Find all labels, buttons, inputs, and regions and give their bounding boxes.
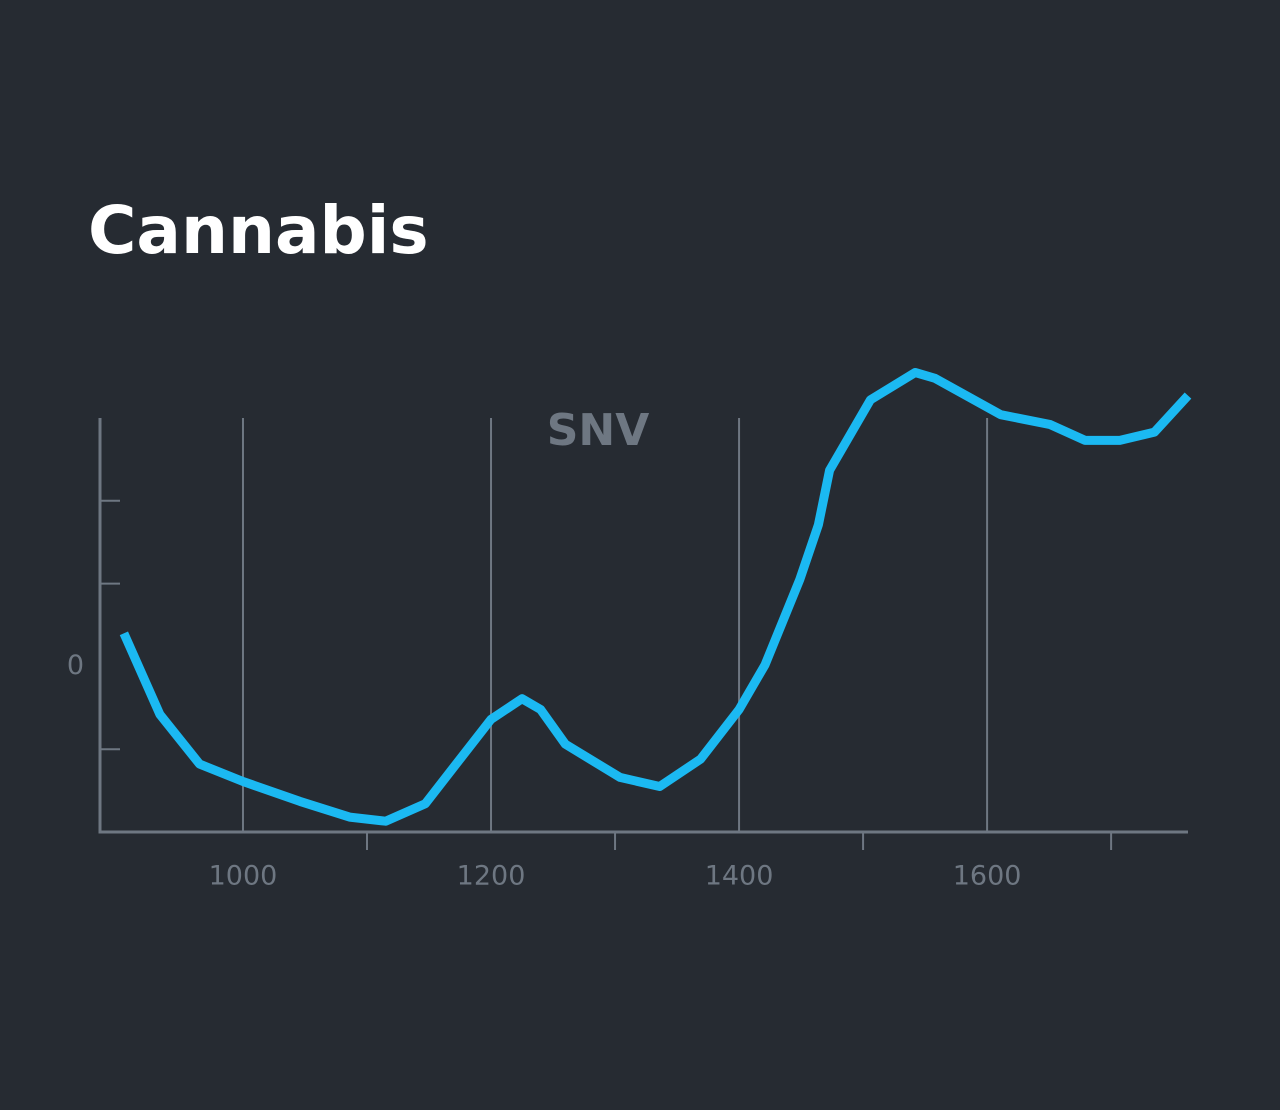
chart-title: Cannabis (88, 192, 429, 269)
y-tick-label: 0 (67, 650, 84, 681)
x-tick-label: 1200 (457, 861, 526, 892)
chart-label: SNV (547, 405, 650, 456)
x-tick-label: 1400 (705, 861, 774, 892)
x-tick-label: 1000 (209, 861, 278, 892)
line (119, 368, 1192, 826)
x-tick-label: 1600 (953, 861, 1022, 892)
